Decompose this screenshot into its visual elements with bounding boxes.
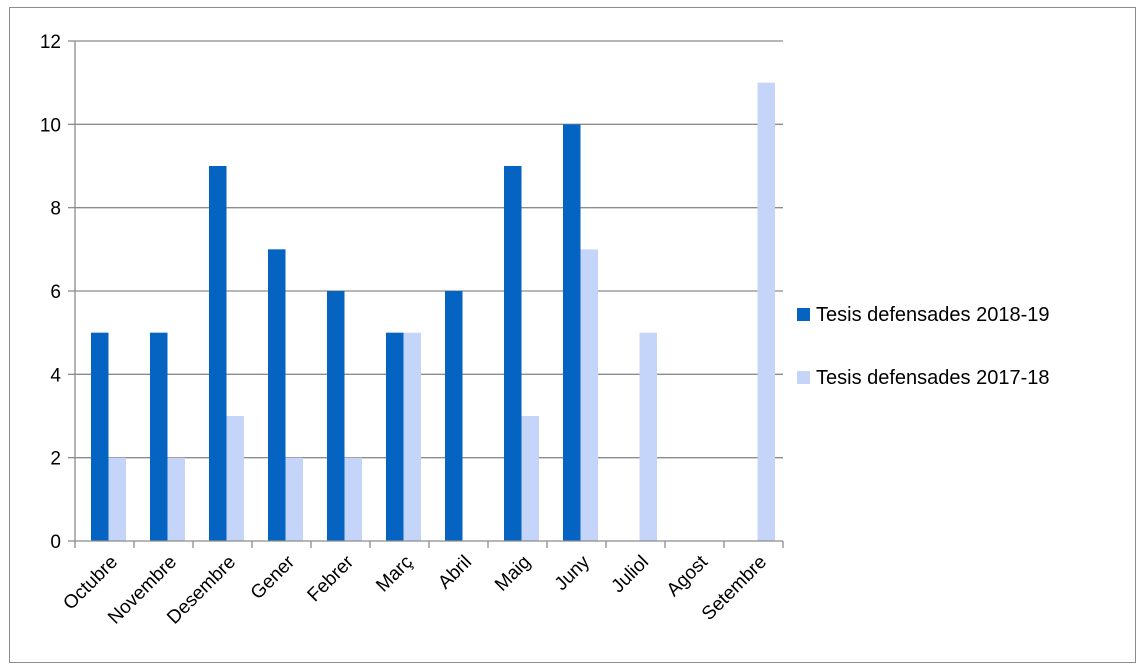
bar [268, 249, 286, 542]
x-tick-label: Maig [491, 552, 535, 596]
x-tick-label: Setembre [698, 552, 771, 625]
bar [344, 457, 362, 541]
bar [91, 332, 109, 541]
x-tick-label: Febrer [304, 551, 359, 606]
gridlines [75, 40, 783, 459]
x-tick-label: Juliol [608, 552, 653, 597]
bar [150, 332, 168, 541]
legend-swatch [797, 371, 810, 384]
bar [285, 457, 303, 541]
x-tick-label: Abril [434, 552, 476, 594]
y-tick-label: 2 [50, 449, 61, 470]
y-tick-label: 4 [50, 365, 61, 386]
bar [209, 166, 227, 541]
x-tick-label: Gener [247, 551, 300, 604]
bar [386, 332, 404, 541]
legend-swatch [797, 308, 810, 321]
axes [68, 40, 784, 548]
y-tick-labels: 0 2 4 6 8 10 12 [40, 32, 62, 553]
y-tick-label: 0 [50, 532, 61, 553]
bar [226, 416, 244, 541]
bar [563, 124, 581, 541]
bar [403, 332, 421, 541]
y-tick-label: 8 [50, 199, 61, 220]
bar [521, 416, 539, 541]
bar [757, 82, 775, 542]
legend-label: Tesis defensades 2017-18 [816, 367, 1050, 389]
y-tick-label: 12 [40, 32, 61, 53]
bar [167, 457, 185, 541]
bar [580, 249, 598, 542]
x-tick-label: Març [372, 552, 417, 597]
bars [91, 82, 775, 542]
bar [639, 332, 657, 541]
legend-label: Tesis defensades 2018-19 [816, 304, 1050, 326]
bar [504, 166, 522, 541]
y-tick-label: 6 [50, 282, 61, 303]
legend: Tesis defensades 2018-19 Tesis defensades… [797, 304, 1050, 389]
y-tick-label: 10 [40, 115, 61, 136]
x-tick-label: Agost [663, 551, 713, 601]
bar [108, 457, 126, 541]
bar [327, 291, 345, 541]
bar [445, 291, 463, 541]
x-tick-label: Juny [551, 551, 595, 595]
